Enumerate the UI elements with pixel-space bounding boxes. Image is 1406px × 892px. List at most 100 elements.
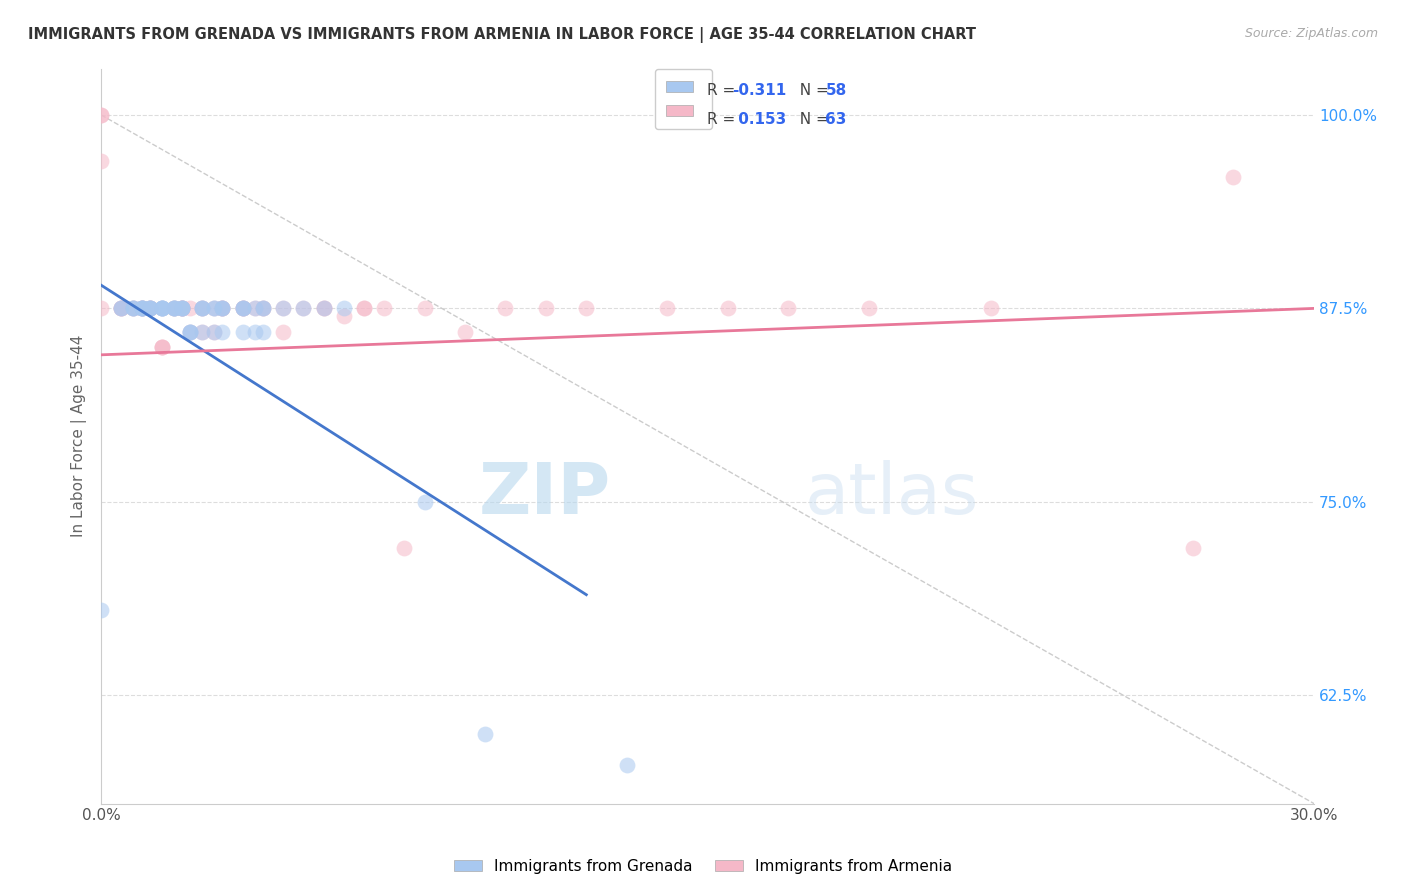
Point <box>150 301 173 316</box>
Point <box>90 154 112 169</box>
Point <box>122 301 145 316</box>
Point <box>150 340 173 354</box>
Point <box>252 325 274 339</box>
Point <box>179 325 201 339</box>
Point <box>858 301 880 316</box>
Point <box>110 301 132 316</box>
Point <box>353 301 375 316</box>
Point <box>150 340 173 354</box>
Point <box>170 301 193 316</box>
Point <box>211 301 233 316</box>
Point <box>150 301 173 316</box>
Point <box>131 301 153 316</box>
Point <box>163 301 186 316</box>
Point <box>170 301 193 316</box>
Point <box>90 603 112 617</box>
Text: ZIP: ZIP <box>478 460 610 529</box>
Point <box>232 301 254 316</box>
Legend: Immigrants from Grenada, Immigrants from Armenia: Immigrants from Grenada, Immigrants from… <box>449 853 957 880</box>
Point <box>312 301 335 316</box>
Point <box>170 301 193 316</box>
Point <box>170 301 193 316</box>
Point <box>131 301 153 316</box>
Point <box>494 301 516 316</box>
Point <box>1181 541 1204 556</box>
Point <box>90 108 112 122</box>
Point <box>202 301 225 316</box>
Point <box>413 301 436 316</box>
Point <box>122 301 145 316</box>
Point <box>312 301 335 316</box>
Point <box>170 301 193 316</box>
Point <box>191 301 214 316</box>
Point <box>131 301 153 316</box>
Point <box>179 325 201 339</box>
Point <box>138 301 160 316</box>
Point <box>252 301 274 316</box>
Point <box>163 301 186 316</box>
Text: IMMIGRANTS FROM GRENADA VS IMMIGRANTS FROM ARMENIA IN LABOR FORCE | AGE 35-44 CO: IMMIGRANTS FROM GRENADA VS IMMIGRANTS FR… <box>28 27 976 43</box>
Point <box>122 301 145 316</box>
Point <box>110 301 132 316</box>
Point <box>394 541 416 556</box>
Point <box>191 325 214 339</box>
Point <box>232 301 254 316</box>
Point <box>191 301 214 316</box>
Point <box>90 108 112 122</box>
Point <box>232 301 254 316</box>
Point <box>353 301 375 316</box>
Point <box>252 301 274 316</box>
Point <box>232 301 254 316</box>
Point <box>211 325 233 339</box>
Point <box>191 301 214 316</box>
Point <box>131 301 153 316</box>
Point <box>131 301 153 316</box>
Point <box>271 301 294 316</box>
Point <box>110 301 132 316</box>
Point <box>243 301 266 316</box>
Text: atlas: atlas <box>804 460 979 529</box>
Text: R =: R = <box>707 83 741 98</box>
Point <box>163 301 186 316</box>
Point <box>211 301 233 316</box>
Point <box>454 325 477 339</box>
Point <box>170 301 193 316</box>
Point <box>534 301 557 316</box>
Point <box>131 301 153 316</box>
Legend: , : , <box>655 69 711 129</box>
Point <box>980 301 1002 316</box>
Point <box>657 301 679 316</box>
Text: N =: N = <box>790 83 834 98</box>
Text: N =: N = <box>790 112 834 127</box>
Point <box>138 301 160 316</box>
Point <box>131 301 153 316</box>
Point <box>413 495 436 509</box>
Point <box>373 301 395 316</box>
Point <box>243 301 266 316</box>
Point <box>202 301 225 316</box>
Point <box>163 301 186 316</box>
Point <box>110 301 132 316</box>
Point <box>243 325 266 339</box>
Point <box>717 301 740 316</box>
Point <box>122 301 145 316</box>
Point <box>575 301 598 316</box>
Y-axis label: In Labor Force | Age 35-44: In Labor Force | Age 35-44 <box>72 334 87 537</box>
Point <box>191 301 214 316</box>
Point <box>474 727 496 741</box>
Point <box>191 301 214 316</box>
Point <box>1222 169 1244 184</box>
Text: 63: 63 <box>825 112 846 127</box>
Point <box>271 325 294 339</box>
Point <box>179 301 201 316</box>
Point <box>138 301 160 316</box>
Text: 58: 58 <box>825 83 846 98</box>
Point <box>252 301 274 316</box>
Point <box>211 301 233 316</box>
Point <box>150 340 173 354</box>
Text: R =: R = <box>707 112 741 127</box>
Point <box>252 301 274 316</box>
Point <box>150 301 173 316</box>
Point <box>312 301 335 316</box>
Point <box>211 301 233 316</box>
